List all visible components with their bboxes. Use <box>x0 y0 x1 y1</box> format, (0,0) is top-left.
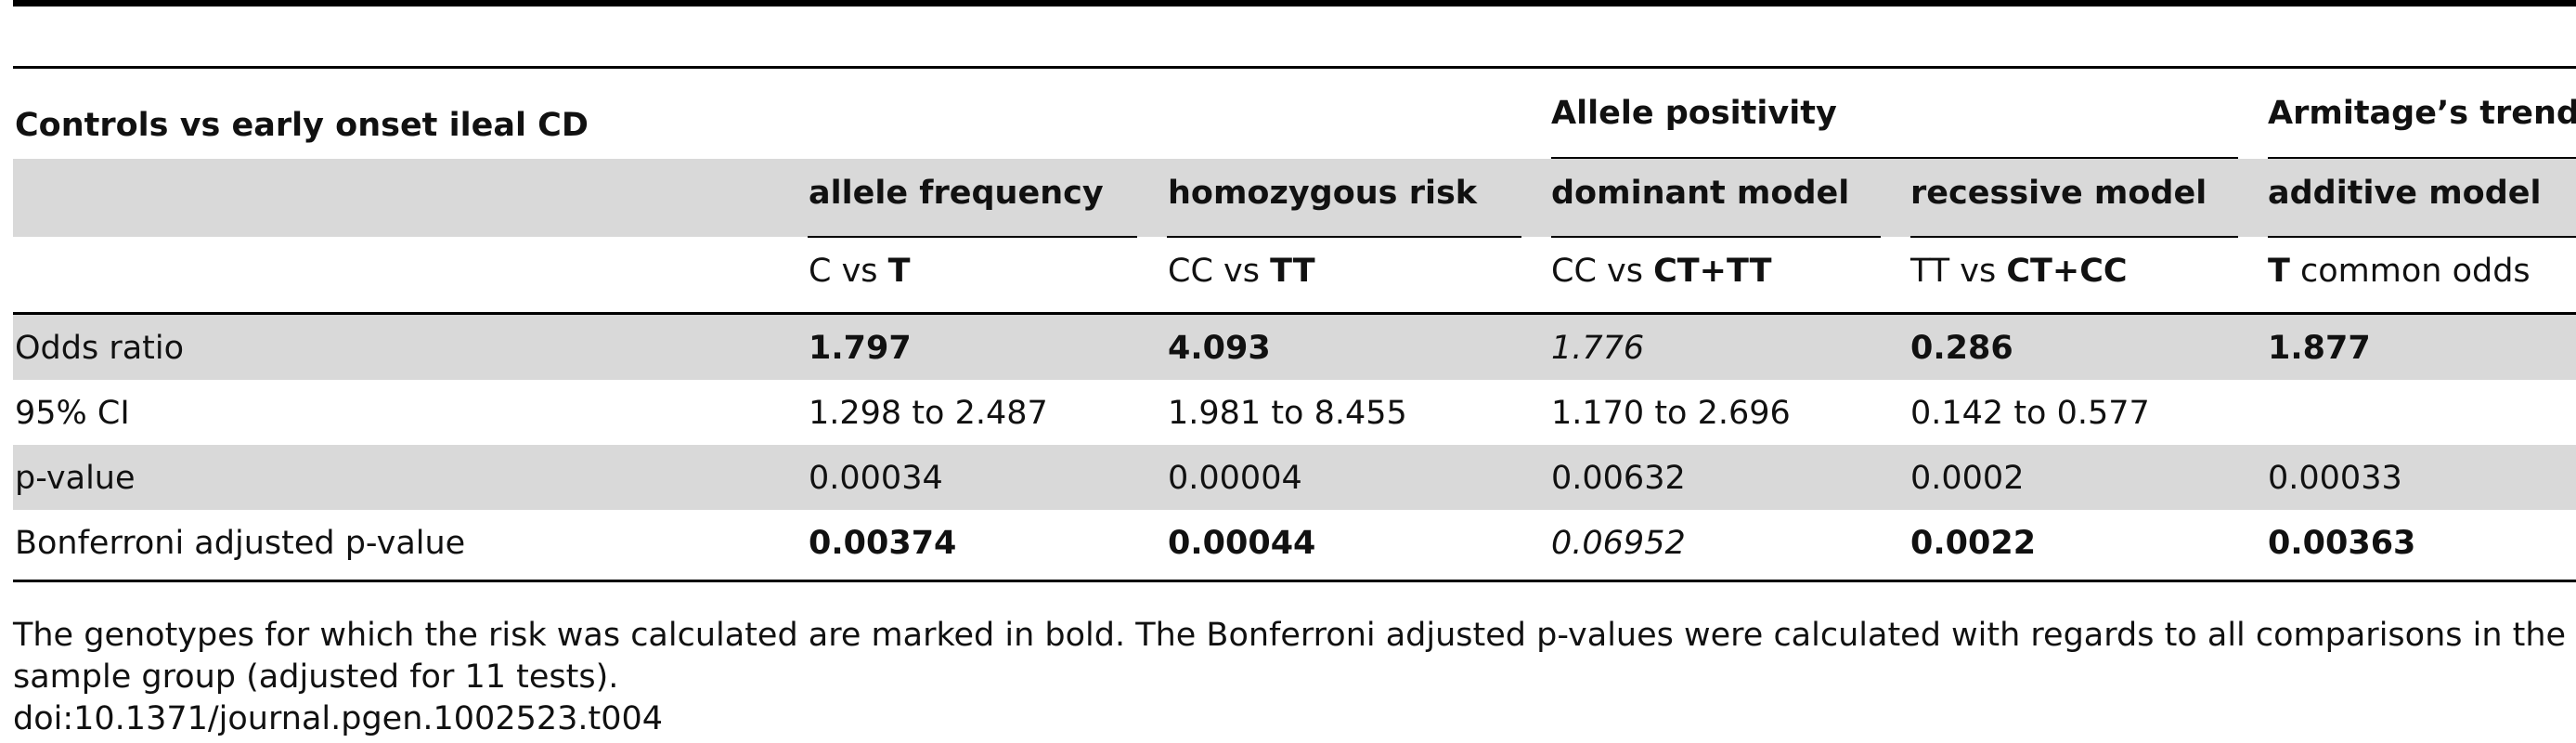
odds-ratio-allele-frequency: 1.797 <box>809 330 912 367</box>
p-value-homozygous-risk: 0.00004 <box>1168 460 1302 497</box>
footnote-line-2: sample group (adjusted for 11 tests). <box>13 658 619 696</box>
col2-model-underline <box>1167 236 1521 238</box>
p-value-additive-model: 0.00033 <box>2268 460 2402 497</box>
bonferroni-dominant-model: 0.06952 <box>1551 525 1686 562</box>
column-header-homozygous-risk: homozygous risk <box>1168 175 1478 212</box>
group-header-armitage: Armitage’s trend <box>2268 95 2576 132</box>
row-label-95-ci: 95% CI <box>15 395 130 432</box>
odds-ratio-homozygous-risk: 4.093 <box>1168 330 1271 367</box>
p-value-recessive-model: 0.0002 <box>1910 460 2025 497</box>
comparison-recessive-model: TT vs CT+CC <box>1910 253 2128 290</box>
comparison-text: TT vs <box>1910 253 2007 290</box>
bonferroni-allele-frequency: 0.00374 <box>809 525 957 562</box>
allele-positivity-underline <box>1551 157 2238 159</box>
comparison-text: CC vs <box>1551 253 1654 290</box>
column-header-additive-model: additive model <box>2268 175 2542 212</box>
odds-ratio-dominant-model: 1.776 <box>1551 330 1645 367</box>
col3-model-underline <box>1551 236 1881 238</box>
table-bottom-rule <box>13 580 2576 582</box>
table-top-border <box>13 0 2576 7</box>
bonferroni-additive-model: 0.00363 <box>2268 525 2416 562</box>
col1-model-underline <box>808 236 1137 238</box>
header-shaded-band <box>13 159 2576 237</box>
p-value-dominant-model: 0.00632 <box>1551 460 1686 497</box>
column-header-allele-frequency: allele frequency <box>809 175 1104 212</box>
ci-recessive-model: 0.142 to 0.577 <box>1910 395 2150 432</box>
table-body-top-rule <box>13 312 2576 315</box>
comparison-text: CC vs <box>1168 253 1271 290</box>
comparison-allele-frequency: C vs T <box>809 253 911 290</box>
risk-genotype: T <box>887 253 911 290</box>
row-label-odds-ratio: Odds ratio <box>15 330 185 367</box>
risk-genotype: CT+TT <box>1653 253 1772 290</box>
risk-genotype: TT <box>1270 253 1315 290</box>
comparison-text: C vs <box>809 253 888 290</box>
ci-allele-frequency: 1.298 to 2.487 <box>809 395 1048 432</box>
col4-model-underline <box>1910 236 2238 238</box>
odds-ratio-row-band <box>13 315 2576 380</box>
table-header-rule <box>13 66 2576 69</box>
column-header-dominant-model: dominant model <box>1551 175 1850 212</box>
row-label-bonferroni: Bonferroni adjusted p-value <box>15 525 466 562</box>
bonferroni-homozygous-risk: 0.00044 <box>1168 525 1316 562</box>
table-title: Controls vs early onset ileal CD <box>15 107 589 144</box>
armitage-underline <box>2268 157 2576 159</box>
risk-genotype: T <box>2268 253 2290 290</box>
doi-link[interactable]: doi:10.1371/journal.pgen.1002523.t004 <box>13 700 664 737</box>
ci-homozygous-risk: 1.981 to 8.455 <box>1168 395 1407 432</box>
column-header-recessive-model: recessive model <box>1910 175 2207 212</box>
risk-genotype: CT+CC <box>2006 253 2128 290</box>
comparison-additive-model: T common odds <box>2268 253 2531 290</box>
bonferroni-recessive-model: 0.0022 <box>1910 525 2037 562</box>
p-value-row-band <box>13 445 2576 510</box>
odds-ratio-recessive-model: 0.286 <box>1910 330 2013 367</box>
row-label-p-value: p-value <box>15 460 136 497</box>
odds-ratio-additive-model: 1.877 <box>2268 330 2371 367</box>
comparison-text: common odds <box>2289 253 2531 290</box>
col5-model-underline <box>2268 236 2576 238</box>
comparison-homozygous-risk: CC vs TT <box>1168 253 1315 290</box>
footnote-line-1: The genotypes for which the risk was cal… <box>13 617 2576 654</box>
group-header-allele-positivity: Allele positivity <box>1551 95 1837 132</box>
comparison-dominant-model: CC vs CT+TT <box>1551 253 1772 290</box>
p-value-allele-frequency: 0.00034 <box>809 460 943 497</box>
ci-dominant-model: 1.170 to 2.696 <box>1551 395 1791 432</box>
